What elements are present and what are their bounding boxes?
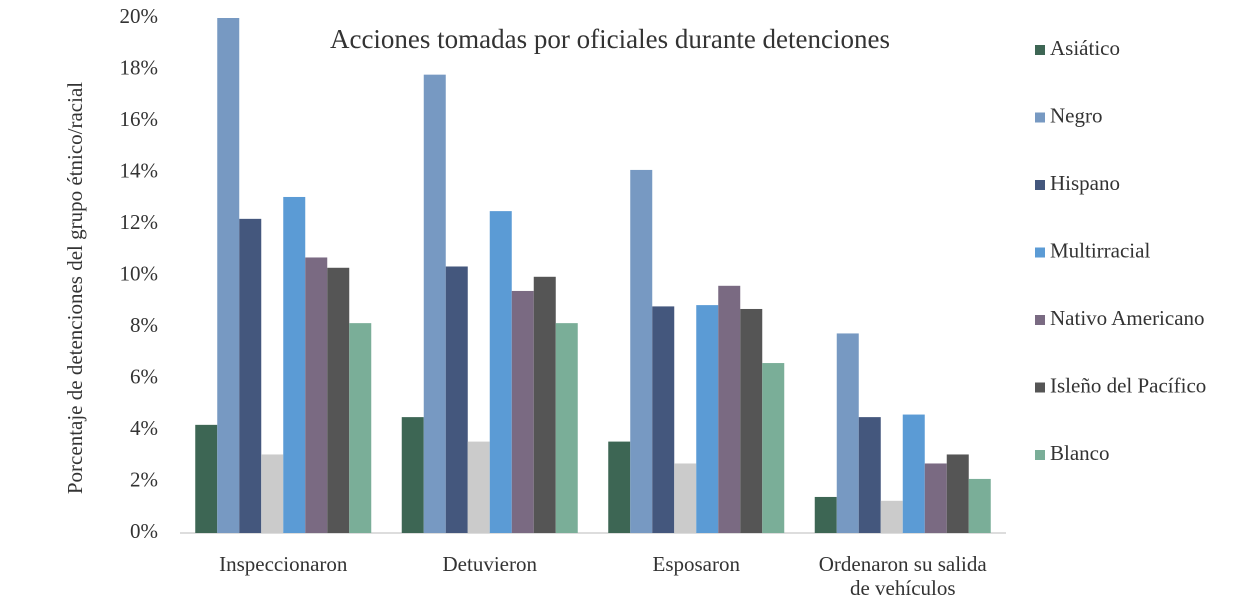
bar (555, 323, 578, 533)
x-tick-label: Esposaron (652, 552, 741, 576)
bar (630, 169, 653, 534)
bar (608, 441, 631, 533)
legend-label: Blanco (1050, 441, 1109, 465)
legend-swatch (1035, 180, 1045, 190)
y-tick-label: 10% (120, 261, 159, 285)
bar (511, 290, 534, 533)
x-tick-label: Ordenaron su salida de vehículos (818, 552, 987, 600)
x-tick-label: Inspeccionaron (219, 552, 348, 576)
legend-label: Nativo Americano (1050, 306, 1205, 330)
bar (902, 414, 925, 533)
bar (305, 257, 328, 533)
y-tick-label: 14% (120, 158, 159, 182)
y-tick-label: 0% (130, 519, 158, 543)
legend-swatch (1035, 247, 1045, 258)
legend-swatch (1035, 315, 1045, 325)
bar (489, 211, 512, 533)
bar (762, 363, 785, 533)
legend-label: Negro (1050, 103, 1102, 127)
x-tick-label: Detuvieron (442, 552, 537, 576)
legend-label: Isleño del Pacífico (1050, 373, 1206, 397)
bar (467, 441, 490, 533)
bar (696, 305, 719, 533)
legend-label: Asiático (1050, 36, 1120, 60)
bar (880, 500, 903, 533)
y-tick-label: 20% (120, 4, 159, 28)
bar (946, 454, 969, 533)
legend-label: Hispano (1050, 171, 1120, 195)
bar (968, 478, 991, 533)
bar (423, 74, 446, 534)
bar (217, 18, 240, 533)
bar (401, 417, 424, 533)
bar (327, 267, 350, 533)
y-tick-label: 2% (130, 467, 158, 491)
bar (652, 306, 675, 533)
bar (445, 266, 468, 533)
bar (283, 196, 306, 533)
legend-swatch (1035, 112, 1045, 123)
bar (718, 285, 741, 533)
y-tick-label: 12% (120, 210, 159, 234)
legend-swatch (1035, 45, 1045, 55)
bar (814, 496, 837, 533)
bar (858, 417, 881, 533)
bar (261, 454, 284, 533)
legend-swatch (1035, 382, 1045, 393)
y-tick-label: 6% (130, 364, 158, 388)
bar (836, 333, 859, 533)
bar (674, 463, 697, 533)
legend-label: Multirracial (1050, 238, 1150, 262)
y-tick-label: 16% (120, 107, 159, 131)
bar (195, 424, 218, 533)
y-tick-label: 4% (130, 416, 158, 440)
y-tick-label: 8% (130, 313, 158, 337)
bar (740, 308, 763, 533)
bar (239, 218, 262, 533)
bar (924, 463, 947, 533)
bar (533, 276, 556, 533)
legend-swatch (1035, 450, 1045, 460)
chart-title: Acciones tomadas por oficiales durante d… (330, 24, 890, 54)
y-axis-label: Porcentaje de detenciones del grupo étni… (63, 81, 87, 495)
bar (349, 323, 372, 533)
y-tick-label: 18% (120, 55, 159, 79)
